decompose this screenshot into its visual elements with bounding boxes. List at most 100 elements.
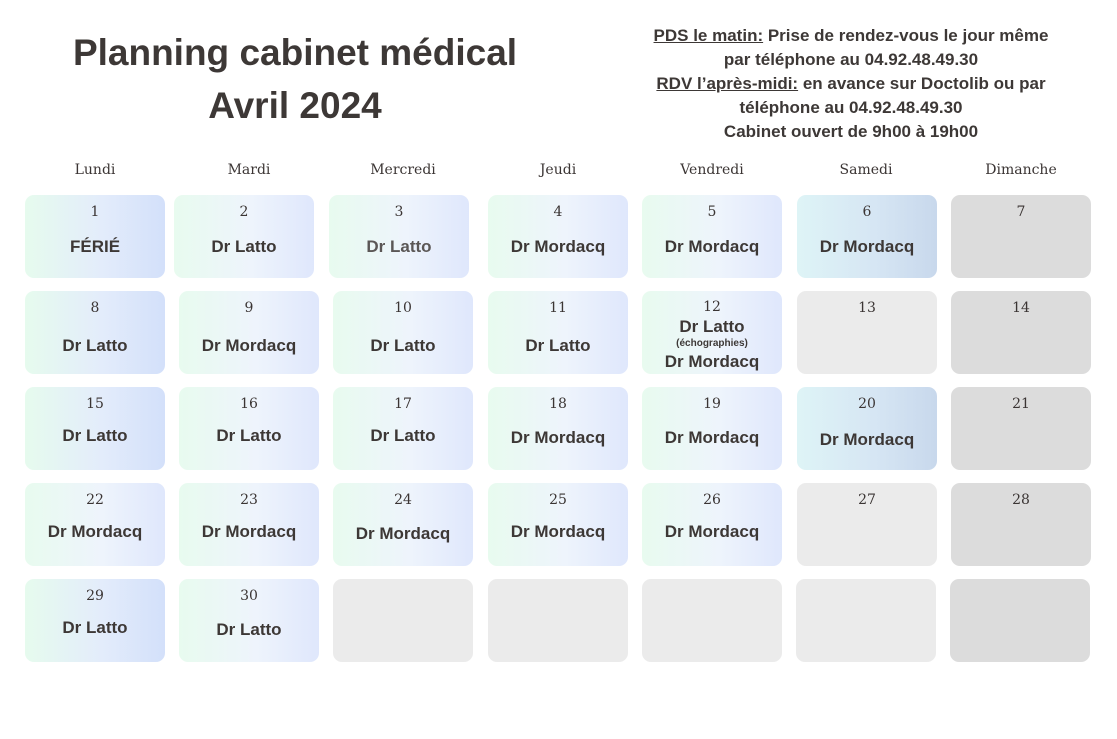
day-cell: 14 bbox=[951, 291, 1091, 374]
info-block: PDS le matin: Prise de rendez-vous le jo… bbox=[620, 24, 1082, 144]
day-number: 5 bbox=[707, 204, 717, 220]
page-title: Planning cabinet médical Avril 2024 bbox=[40, 26, 550, 132]
pds-label: PDS le matin: bbox=[653, 26, 764, 45]
day-number: 1 bbox=[90, 204, 100, 220]
doctor-name: Dr Latto bbox=[525, 336, 591, 355]
day-number: 27 bbox=[858, 492, 876, 508]
doctor-name: Dr Mordacq bbox=[664, 522, 760, 541]
title-line-2: Avril 2024 bbox=[208, 85, 382, 126]
day-cell: 3 Dr Latto bbox=[329, 195, 469, 278]
doctor-name: Dr Mordacq bbox=[355, 524, 451, 543]
day-number: 25 bbox=[549, 492, 567, 508]
day-number: 10 bbox=[394, 300, 412, 316]
day-number: 17 bbox=[394, 396, 412, 412]
empty-cell bbox=[333, 579, 473, 662]
pds-text: Prise de rendez-vous le jour même bbox=[763, 26, 1049, 45]
doctor-name: Dr Latto bbox=[366, 237, 432, 256]
day-cell: 27 bbox=[797, 483, 937, 566]
day-number: 28 bbox=[1012, 492, 1030, 508]
doctor-name: Dr Mordacq bbox=[47, 522, 143, 541]
day-cell: 21 bbox=[951, 387, 1091, 470]
doctor-name: Dr Mordacq bbox=[664, 237, 760, 256]
day-cell: 30 Dr Latto bbox=[179, 579, 319, 662]
day-cell: 19 Dr Mordacq bbox=[642, 387, 782, 470]
doctor-name: Dr Latto bbox=[216, 620, 282, 639]
day-number: 8 bbox=[90, 300, 100, 316]
doctor-name: Dr Latto bbox=[62, 618, 128, 637]
day-number: 26 bbox=[703, 492, 721, 508]
day-number: 30 bbox=[240, 588, 258, 604]
doctor-name: Dr Mordacq bbox=[819, 430, 915, 449]
day-cell: 10 Dr Latto bbox=[333, 291, 473, 374]
rdv-text: en avance sur Doctolib ou par bbox=[798, 74, 1046, 93]
doctor-note: (échographies) bbox=[676, 338, 748, 349]
day-number: 19 bbox=[703, 396, 721, 412]
empty-cell bbox=[796, 579, 936, 662]
doctor-name: Dr Latto bbox=[370, 426, 436, 445]
day-number: 18 bbox=[549, 396, 567, 412]
day-number: 29 bbox=[86, 588, 104, 604]
empty-cell bbox=[950, 579, 1090, 662]
doctor-name: Dr Mordacq bbox=[510, 522, 606, 541]
day-cell: 18 Dr Mordacq bbox=[488, 387, 628, 470]
pds-line-2: par téléphone au 04.92.48.49.30 bbox=[723, 50, 979, 69]
doctor-name: Dr Mordacq bbox=[664, 428, 760, 447]
day-number: 21 bbox=[1012, 396, 1030, 412]
holiday-label: FÉRIÉ bbox=[69, 237, 121, 256]
day-cell: 17 Dr Latto bbox=[333, 387, 473, 470]
day-cell: 13 bbox=[797, 291, 937, 374]
day-cell: 24 Dr Mordacq bbox=[333, 483, 473, 566]
day-cell: 7 bbox=[951, 195, 1091, 278]
doctor-name: Dr Mordacq bbox=[819, 237, 915, 256]
day-cell: 20 Dr Mordacq bbox=[797, 387, 937, 470]
rdv-label: RDV l’après-midi: bbox=[656, 74, 799, 93]
day-cell: 16 Dr Latto bbox=[179, 387, 319, 470]
day-cell: 22 Dr Mordacq bbox=[25, 483, 165, 566]
day-cell: 23 Dr Mordacq bbox=[179, 483, 319, 566]
doctor-name: Dr Latto bbox=[370, 336, 436, 355]
day-cell: 12 Dr Latto (échographies) Dr Mordacq bbox=[642, 291, 782, 374]
day-number: 4 bbox=[553, 204, 563, 220]
day-number: 3 bbox=[394, 204, 404, 220]
day-number: 16 bbox=[240, 396, 258, 412]
day-cell: 11 Dr Latto bbox=[488, 291, 628, 374]
day-number: 20 bbox=[858, 396, 876, 412]
day-cell: 26 Dr Mordacq bbox=[642, 483, 782, 566]
doctor-name-2: Dr Mordacq bbox=[664, 352, 760, 371]
doctor-name: Dr Mordacq bbox=[510, 428, 606, 447]
day-number: 12 bbox=[703, 299, 721, 315]
rdv-line-2: téléphone au 04.92.48.49.30 bbox=[739, 98, 963, 117]
day-number: 6 bbox=[862, 204, 872, 220]
pds-line: PDS le matin: Prise de rendez-vous le jo… bbox=[620, 24, 1082, 48]
day-number: 9 bbox=[244, 300, 254, 316]
day-number: 22 bbox=[86, 492, 104, 508]
weekday-wednesday: Mercredi bbox=[370, 162, 436, 178]
empty-cell bbox=[642, 579, 782, 662]
doctor-name: Dr Mordacq bbox=[201, 522, 297, 541]
empty-cell bbox=[488, 579, 628, 662]
weekday-monday: Lundi bbox=[74, 162, 116, 178]
day-cell: 25 Dr Mordacq bbox=[488, 483, 628, 566]
doctor-name: Dr Mordacq bbox=[510, 237, 606, 256]
rdv-line: RDV l’après-midi: en avance sur Doctolib… bbox=[620, 72, 1082, 96]
weekday-thursday: Jeudi bbox=[539, 162, 577, 178]
day-cell: 28 bbox=[951, 483, 1091, 566]
day-number: 11 bbox=[549, 300, 567, 316]
day-number: 14 bbox=[1012, 300, 1030, 316]
day-cell: 5 Dr Mordacq bbox=[642, 195, 782, 278]
opening-hours: Cabinet ouvert de 9h00 à 19h00 bbox=[723, 122, 979, 141]
day-cell: 15 Dr Latto bbox=[25, 387, 165, 470]
day-cell: 29 Dr Latto bbox=[25, 579, 165, 662]
day-number: 23 bbox=[240, 492, 258, 508]
day-cell: 1 FÉRIÉ bbox=[25, 195, 165, 278]
title-line-1: Planning cabinet médical bbox=[72, 32, 518, 73]
doctor-name: Dr Latto bbox=[216, 426, 282, 445]
weekday-tuesday: Mardi bbox=[227, 162, 271, 178]
doctor-name: Dr Latto bbox=[62, 426, 128, 445]
day-number: 2 bbox=[239, 204, 249, 220]
day-number: 24 bbox=[394, 492, 412, 508]
day-cell: 2 Dr Latto bbox=[174, 195, 314, 278]
doctor-name: Dr Mordacq bbox=[201, 336, 297, 355]
day-number: 15 bbox=[86, 396, 104, 412]
day-cell: 6 Dr Mordacq bbox=[797, 195, 937, 278]
